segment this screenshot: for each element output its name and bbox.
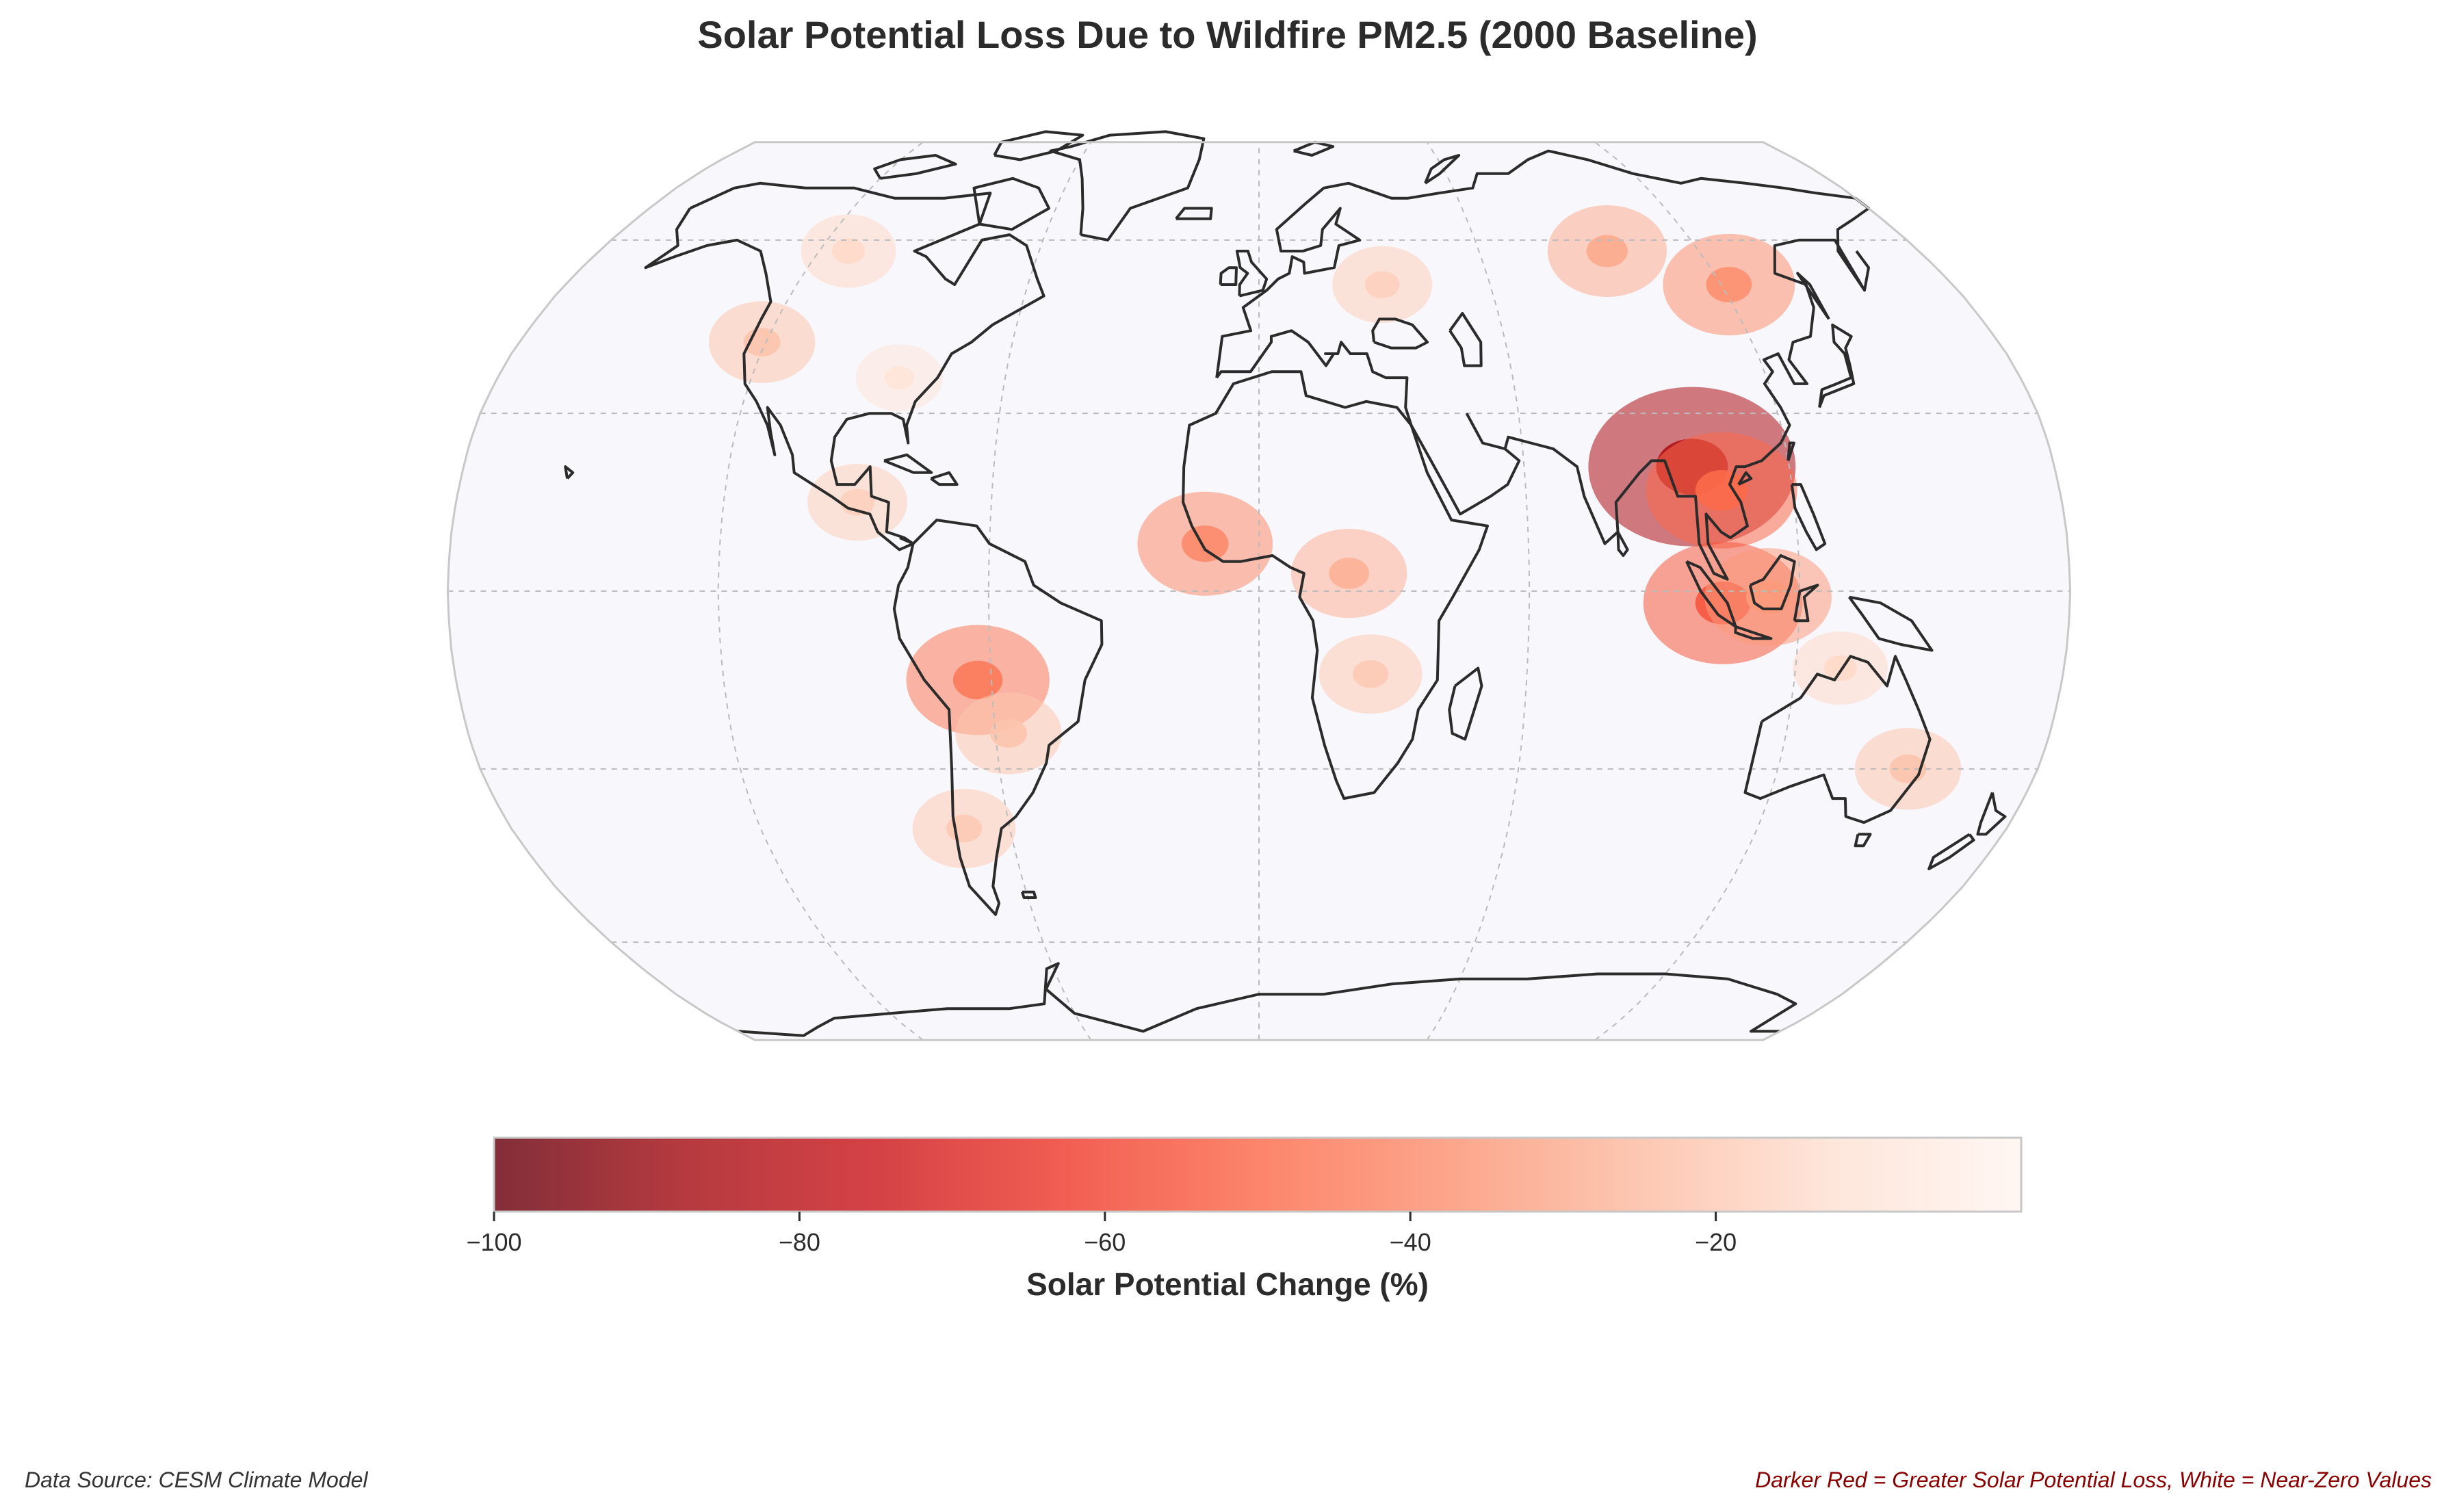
coastline-greenland — [1049, 130, 1206, 242]
coastline-new-guinea — [1847, 595, 1934, 652]
coastline-baffin — [972, 177, 1051, 231]
colorbar-tick-label: −80 — [778, 1228, 820, 1256]
colorbar-ticks — [493, 1212, 1717, 1221]
coastline-hawaii — [564, 465, 575, 480]
coastline-sakhalin — [1796, 272, 1830, 320]
coastline-svalbard — [1293, 140, 1335, 157]
coastline-japan — [1818, 323, 1856, 408]
coastline-taiwan — [1787, 441, 1795, 462]
coastlines — [564, 130, 2007, 1037]
pm25-hotspot-core — [1695, 470, 1748, 511]
coastline-new-zealand — [1976, 792, 2007, 836]
coastline-falklands — [1020, 890, 1037, 899]
colorbar-tick-label: −60 — [1084, 1228, 1126, 1256]
color-legend-note: Darker Red = Greater Solar Potential Los… — [1755, 1468, 2432, 1492]
colorbar-tick-label: −100 — [466, 1228, 522, 1256]
coastline-borneo — [1748, 554, 1796, 610]
coastline-java — [1734, 625, 1773, 640]
coastline-canadian-arctic — [873, 154, 957, 180]
graticule — [447, 142, 2070, 1041]
coastline-kamchatka-arc — [1855, 250, 1870, 291]
coastline-sulawesi — [1793, 584, 1819, 623]
pm25-hotspot-core — [832, 238, 866, 264]
coastline-south-america — [892, 519, 1104, 916]
coastline-caspian — [1449, 312, 1483, 367]
coastline-novaya-zemlya — [1424, 154, 1461, 185]
coastline-africa — [1182, 370, 1489, 800]
coastline-ireland — [1219, 266, 1238, 286]
coastline-iceland — [1175, 207, 1213, 220]
data-source-note: Data Source: CESM Climate Model — [25, 1468, 368, 1492]
pm25-hotspot-core — [990, 718, 1027, 748]
coastline-arabia-gulf — [1465, 413, 1506, 451]
colorbar — [493, 1136, 2023, 1221]
pm25-hotspot-layer — [708, 205, 1962, 869]
pm25-hotspot-core — [952, 660, 1003, 700]
coastline-black-sea — [1371, 317, 1429, 350]
coastline-eurasia — [1215, 149, 1870, 581]
coastline-new-zealand-south — [1927, 833, 1975, 870]
coastline-madagascar — [1448, 666, 1483, 741]
pm25-hotspot-core — [1353, 660, 1389, 688]
coastline-hainan — [1737, 471, 1753, 486]
map-frame — [446, 141, 2072, 1041]
pm25-hotspot-core — [946, 814, 983, 843]
coastline-antarctica — [738, 962, 1797, 1037]
pm25-hotspot-core — [884, 365, 915, 390]
coastline-cuba — [883, 453, 933, 474]
pm25-hotspot-core — [1182, 525, 1229, 562]
coastline-north-america — [644, 181, 1045, 551]
coastline-hispaniola — [930, 471, 959, 486]
colorbar-tick-label: −20 — [1695, 1228, 1737, 1256]
pm25-hotspot-core — [1329, 558, 1369, 589]
coastline-uk — [1235, 250, 1269, 298]
pm25-hotspot-core — [1586, 235, 1628, 268]
pm25-hotspot-core — [1706, 267, 1752, 303]
colorbar-gradient — [493, 1136, 2023, 1213]
chart-title: Solar Potential Loss Due to Wildfire PM2… — [697, 13, 1758, 56]
coastline-sri-lanka — [1616, 531, 1629, 557]
coastline-australia — [1743, 655, 1932, 824]
colorbar-tick-label: −40 — [1389, 1228, 1431, 1256]
pm25-hotspot-core — [1823, 655, 1857, 681]
pm25-hotspot-core — [1364, 271, 1400, 298]
coastline-philippines — [1790, 483, 1827, 551]
coastline-tasmania — [1854, 833, 1872, 848]
colorbar-label: Solar Potential Change (%) — [1026, 1266, 1429, 1302]
